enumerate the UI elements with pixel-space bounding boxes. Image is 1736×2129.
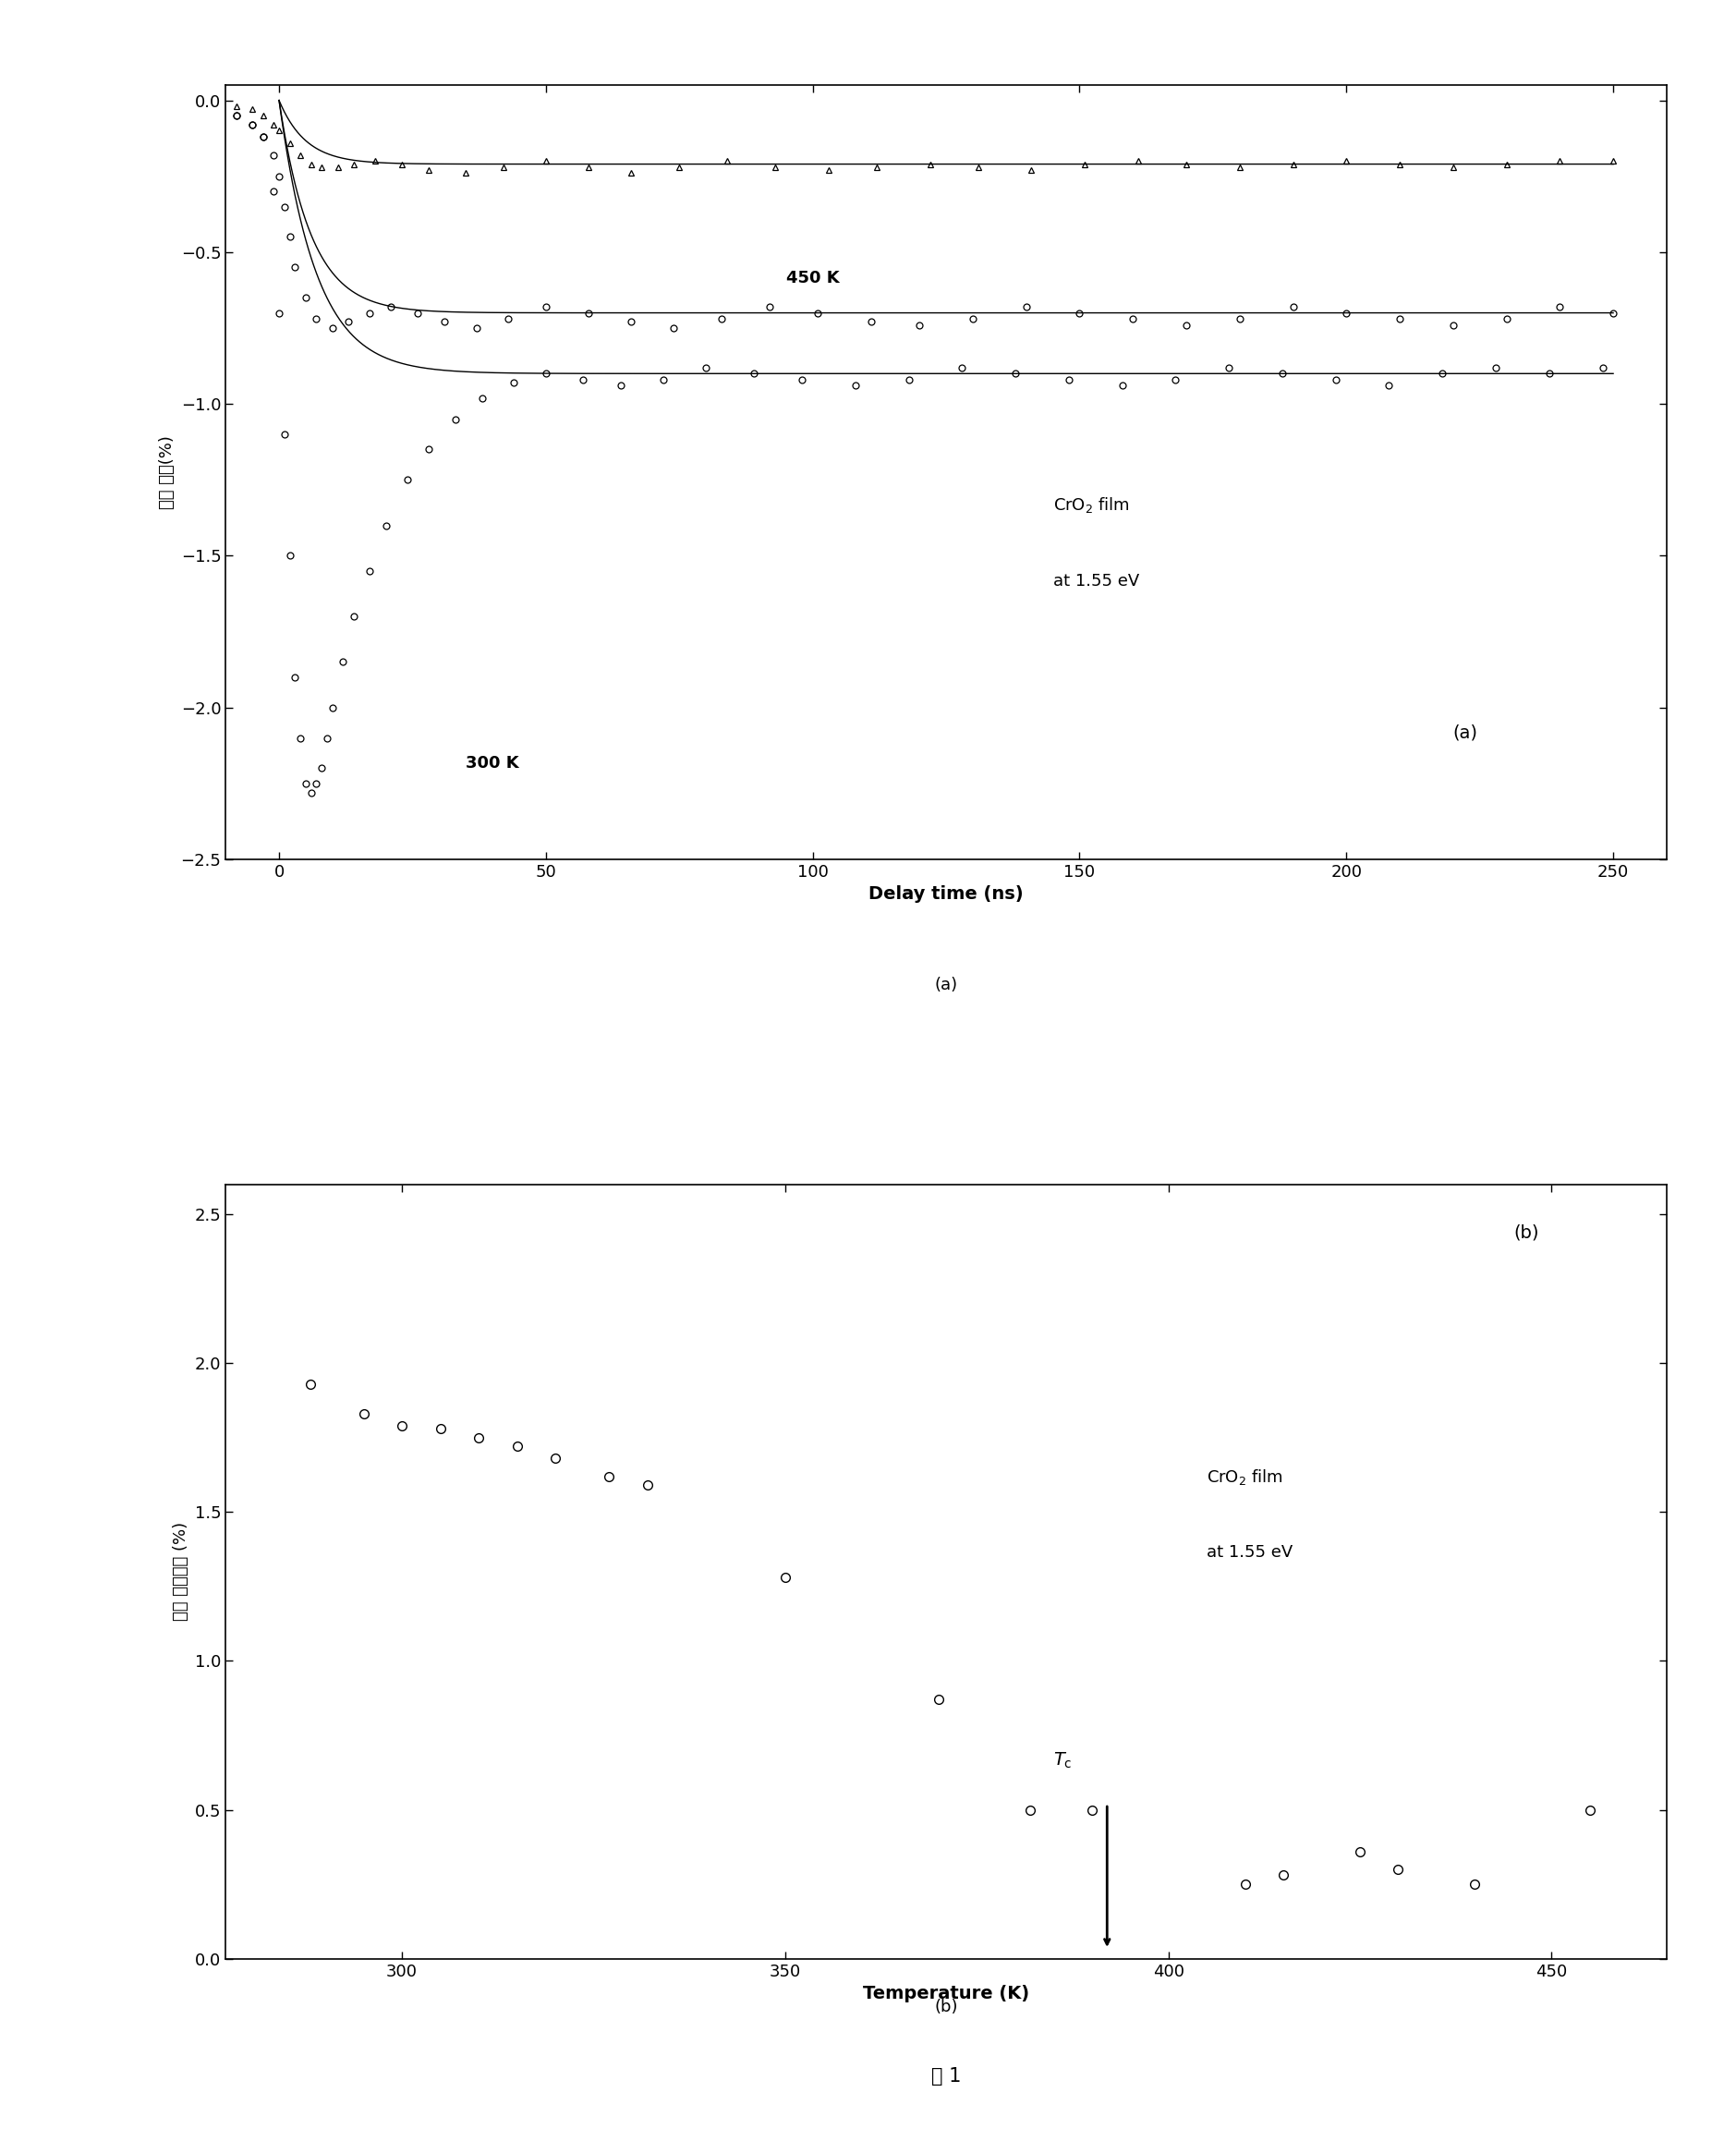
X-axis label: Temperature (K): Temperature (K) (863, 1984, 1029, 2003)
Text: at 1.55 eV: at 1.55 eV (1052, 573, 1139, 590)
Text: 图 1: 图 1 (930, 2067, 962, 2086)
Text: CrO$_2$ film: CrO$_2$ film (1052, 496, 1130, 515)
Y-axis label: 磁性 幅度改变 (%): 磁性 幅度改变 (%) (174, 1522, 189, 1620)
Text: at 1.55 eV: at 1.55 eV (1207, 1544, 1293, 1561)
Y-axis label: 磁性 改变(%): 磁性 改变(%) (160, 434, 175, 509)
Text: (b): (b) (934, 1999, 958, 2016)
Text: (a): (a) (1453, 724, 1477, 741)
Text: $\mathit{T}_\mathrm{c}$: $\mathit{T}_\mathrm{c}$ (1054, 1750, 1073, 1769)
Text: (b): (b) (1514, 1224, 1538, 1241)
Text: 300 K: 300 K (465, 756, 519, 773)
Text: 450 K: 450 K (786, 270, 838, 285)
Text: (a): (a) (934, 977, 958, 994)
X-axis label: Delay time (ns): Delay time (ns) (868, 886, 1024, 903)
Text: CrO$_2$ film: CrO$_2$ film (1207, 1467, 1283, 1486)
